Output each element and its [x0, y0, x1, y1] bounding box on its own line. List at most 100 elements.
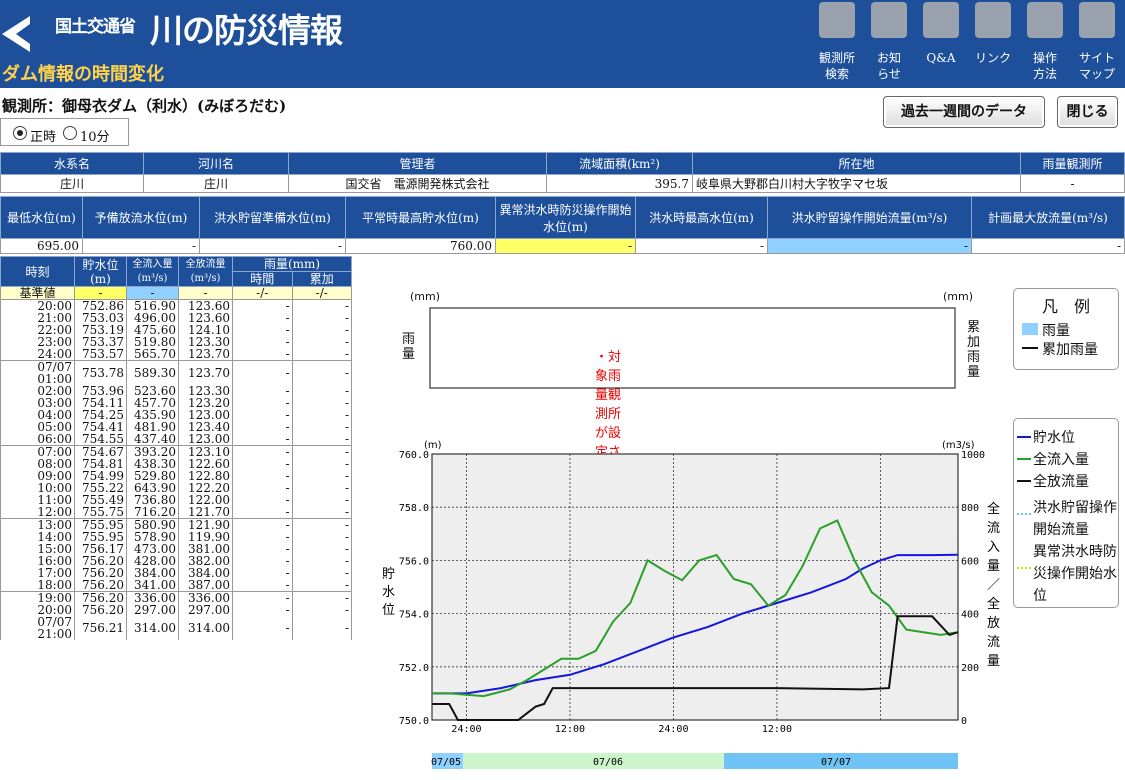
unit-right: (m3/s): [942, 440, 975, 451]
table-cell: -: [232, 458, 293, 470]
legend-rain: 雨量: [1042, 323, 1070, 339]
legend-emergency-level: 異常洪水時防災操作開始水位: [1033, 544, 1117, 604]
table-cell: 02:00: [0, 385, 75, 397]
table-cell: 457.70: [126, 397, 179, 409]
nav-item-question[interactable]: Q&A: [917, 0, 965, 88]
table-row: 20:00 752.86 516.90 123.60- -: [0, 299, 352, 312]
table-cell: -: [291, 604, 352, 616]
table-cell: 22:00: [0, 324, 75, 336]
location-value: 岐阜県大野郡白川村大字牧字マセ坂: [692, 174, 1021, 193]
table-cell: 121.90: [178, 518, 233, 531]
x-tick: 24:00: [658, 724, 688, 735]
table-cell: -: [232, 409, 293, 421]
table-cell: -: [291, 567, 352, 579]
radio-hourly[interactable]: [13, 126, 27, 140]
ylabel-right-char: 入: [987, 540, 1000, 555]
table-cell: 297.00: [178, 604, 233, 616]
ylabel-right-char: 全: [987, 501, 1000, 517]
table-cell: 123.60: [178, 299, 233, 312]
table-cell: 20:00: [0, 604, 75, 616]
past-week-button[interactable]: 過去一週間のデータ: [883, 96, 1045, 128]
series-line: [432, 553, 959, 695]
table-row: 04:00 754.25 435.90 123.00- -: [0, 409, 352, 421]
base-cell: -: [74, 286, 127, 300]
y-tick-left: 760.0: [399, 450, 429, 461]
ylabel-right-char: 流: [987, 635, 1000, 650]
col-flood-prep-level: 洪水貯留準備水位(m): [199, 196, 346, 239]
table-cell: -: [291, 348, 352, 361]
nav-item-search[interactable]: 観測所 検索: [813, 0, 861, 88]
table-cell: 523.60: [126, 385, 179, 397]
nav-item-mouse[interactable]: 操作 方法: [1021, 0, 1069, 88]
table-cell: 18:00: [0, 579, 75, 592]
table-cell: 15:00: [0, 543, 75, 555]
table-row: 16:00 756.20 428.00 382.00- -: [0, 555, 352, 567]
y-tick-right: 200: [961, 663, 979, 674]
col-river-system: 水系名: [0, 152, 144, 175]
rain-ylabel-left: 雨量: [402, 332, 416, 362]
col-location: 所在地: [692, 152, 1021, 175]
nav-item-link[interactable]: リンク: [969, 0, 1017, 88]
col-max-discharge: 計画最大放流量(m³/s): [971, 196, 1125, 239]
rain-ylabel-right: 累加雨量: [967, 320, 981, 380]
table-cell: -: [291, 470, 352, 482]
nav-item-info[interactable]: お知 らせ: [865, 0, 913, 88]
table-row: 22:00 753.19 475.60 124.10- -: [0, 324, 352, 336]
table-cell: -: [291, 494, 352, 506]
base-cell: 基準値: [0, 286, 75, 300]
table-cell: 122.00: [178, 494, 233, 506]
col-reserve-level: 予備放流水位(m): [82, 196, 200, 239]
nav-item-sitemap[interactable]: サイト マップ: [1073, 0, 1121, 88]
table-cell: 10:00: [0, 482, 75, 494]
table-cell: 06:00: [0, 433, 75, 446]
table-row: 21:00 753.03 496.00 123.60- -: [0, 312, 352, 324]
table-cell: 297.00: [126, 604, 179, 616]
table-row: 06:00 754.55 437.40 123.00- -: [0, 433, 352, 446]
table-cell: 643.90: [126, 482, 179, 494]
y-tick-right: 400: [961, 610, 979, 621]
rain-station-value: -: [1020, 174, 1125, 193]
table-cell: 123.30: [178, 385, 233, 397]
table-cell: -: [232, 360, 293, 385]
table-row: 14:00 755.95 578.90 119.90- -: [0, 531, 352, 543]
table-row: 15:00 756.17 473.00 381.00- -: [0, 543, 352, 555]
table-cell: 122.80: [178, 470, 233, 482]
table-cell: -: [291, 458, 352, 470]
table-cell: -: [232, 336, 293, 348]
table-cell: -: [232, 591, 293, 604]
table-cell: 565.70: [126, 348, 179, 361]
radio-ten-min-label: 10分: [80, 130, 110, 145]
river-value: 庄川: [143, 174, 289, 193]
y-tick-right: 1000: [961, 450, 985, 461]
radio-ten-min[interactable]: [63, 126, 77, 140]
site-title: 川の防災情報: [150, 11, 343, 50]
col-manager: 管理者: [288, 152, 547, 175]
table-cell: 428.00: [126, 555, 179, 567]
table-cell: -: [291, 506, 352, 519]
table-cell: 755.75: [74, 506, 127, 519]
nav-label: Q&A: [926, 51, 956, 65]
base-cell: -/-: [291, 286, 352, 300]
table-cell: -: [232, 543, 293, 555]
table-cell: -: [291, 616, 352, 640]
table-row: 05:00 754.41 481.90 123.40- -: [0, 421, 352, 433]
table-cell: 438.30: [126, 458, 179, 470]
ylabel-right-char: ／: [987, 578, 1000, 593]
table-cell: 382.00: [178, 555, 233, 567]
table-cell: -: [232, 385, 293, 397]
outflow-swatch: [1017, 480, 1031, 482]
table-cell: 124.10: [178, 324, 233, 336]
table-cell: 123.60: [178, 312, 233, 324]
table-cell: 12:00: [0, 506, 75, 519]
table-cell: 121.70: [178, 506, 233, 519]
table-cell: 754.25: [74, 409, 127, 421]
col-flood-start-flow: 洪水貯留操作開始流量(m³/s): [767, 196, 972, 239]
table-row: 07:00 754.67 393.20 123.10- -: [0, 445, 352, 458]
table-cell: 589.30: [126, 360, 179, 385]
table-row: 03:00 754.11 457.70 123.20- -: [0, 397, 352, 409]
inflow-swatch: [1017, 458, 1031, 460]
base-cell: -/-: [232, 286, 293, 300]
close-button[interactable]: 閉じる: [1057, 96, 1118, 128]
emergency-level-swatch: [1017, 567, 1031, 569]
table-row: 11:00 755.49 736.80 122.00- -: [0, 494, 352, 506]
